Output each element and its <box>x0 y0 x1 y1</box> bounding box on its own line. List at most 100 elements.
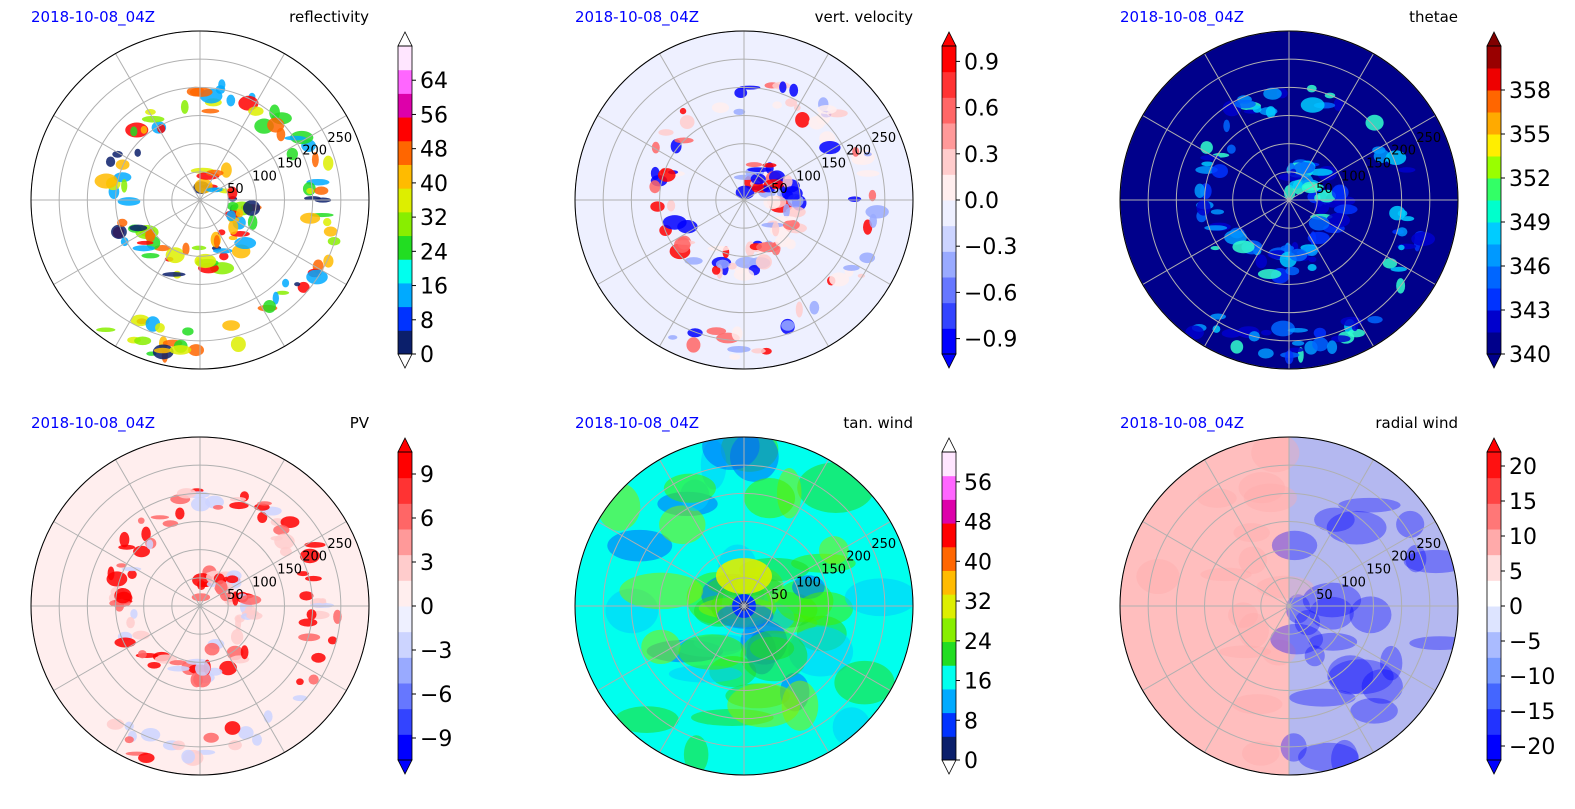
field-blob <box>180 100 189 114</box>
field-blob <box>1307 264 1317 272</box>
colorbar-segment <box>942 736 956 761</box>
field-blob <box>659 505 706 545</box>
field-blob <box>220 162 232 178</box>
colorbar-tick-label: 24 <box>420 240 448 265</box>
field-blob <box>782 174 793 189</box>
field-blob <box>711 102 730 113</box>
field-blob <box>213 234 220 249</box>
field-blob <box>747 167 772 173</box>
colorbar-tick-label: −9 <box>420 727 452 752</box>
field-blob <box>138 752 155 763</box>
colorbar-extend-low <box>1486 759 1502 775</box>
colorbar-tick-label: 8 <box>420 309 434 334</box>
colorbar-tick-label: −15 <box>1509 700 1555 725</box>
colorbar-segment <box>1487 288 1501 311</box>
colorbar-tick-label: −0.6 <box>964 281 1017 306</box>
colorbar-extend-high <box>397 31 413 47</box>
field-blob <box>751 348 766 354</box>
colorbar-segment <box>398 211 412 237</box>
panel-variable-label: thetae <box>1409 8 1458 26</box>
colorbar-tick-label: 0 <box>1509 595 1523 620</box>
field-blob <box>795 112 810 128</box>
grid-spoke <box>53 199 201 285</box>
colorbar-tick-label: 0.0 <box>964 189 999 214</box>
colorbar: 0 8 16 24 32 40 48 56 64 <box>397 31 448 369</box>
colorbar-segment <box>1487 68 1501 91</box>
colorbar-segment <box>398 529 412 556</box>
field-blob <box>299 591 314 601</box>
colorbar-tick-label: 340 <box>1509 343 1551 368</box>
field-blob <box>843 264 860 271</box>
field-blob <box>272 291 279 305</box>
field-blob <box>263 710 273 723</box>
radial-tick-label: 50 <box>771 182 788 197</box>
field-blob <box>1226 144 1236 154</box>
field-blob <box>818 536 849 565</box>
field-blob <box>1298 742 1359 772</box>
field-blob <box>1233 523 1270 543</box>
field-blob <box>1340 316 1363 327</box>
field-blob <box>1300 97 1325 113</box>
field-blob <box>274 533 295 550</box>
colorbar-segment <box>398 708 412 735</box>
colorbar-segment <box>1487 134 1501 157</box>
field-blob <box>229 502 249 510</box>
field-blob <box>1204 225 1228 231</box>
field-blob <box>706 327 727 336</box>
colorbar-segment <box>398 46 412 71</box>
radial-tick-label: 100 <box>1341 575 1366 590</box>
radial-tick-label: 150 <box>1366 562 1391 577</box>
colorbar-extend-high <box>941 437 957 453</box>
colorbar-tick-label: −3 <box>420 639 452 664</box>
field-blob <box>1265 106 1276 118</box>
colorbar-segment <box>1487 200 1501 223</box>
field-blob <box>852 146 860 157</box>
colorbar-tick-label: 3 <box>420 551 434 576</box>
field-blob <box>162 272 186 277</box>
field-blob <box>1278 173 1302 181</box>
panel-date-label: 2018-10-08_04Z <box>575 8 700 26</box>
field-blob <box>1409 636 1458 651</box>
colorbar-segment <box>942 328 956 355</box>
colorbar-tick-label: 10 <box>1509 525 1537 550</box>
field-blob <box>1211 164 1228 179</box>
field-blob <box>240 645 249 660</box>
grid-spoke <box>53 115 201 201</box>
field-blob <box>129 224 148 232</box>
grid-spoke <box>1142 115 1290 201</box>
field-blob <box>252 733 262 746</box>
colorbar-tick-label: 0.6 <box>964 97 999 122</box>
radial-tick-label: 150 <box>821 156 846 171</box>
colorbar-segment <box>1487 606 1501 633</box>
colorbar-segment <box>1487 222 1501 245</box>
colorbar-tick-label: 352 <box>1509 167 1551 192</box>
colorbar-tick-label: 6 <box>420 507 434 532</box>
colorbar-segment <box>398 259 412 284</box>
field-blob <box>306 269 328 285</box>
colorbar-tick-label: 0.3 <box>964 143 999 168</box>
field-blob <box>832 707 871 747</box>
grid-spoke <box>115 459 201 607</box>
field-blob <box>1260 329 1272 336</box>
grid-spoke <box>743 53 829 201</box>
field-blob <box>96 327 116 333</box>
field-blob <box>257 501 272 506</box>
field-blob <box>1218 645 1272 659</box>
field-blob <box>212 504 224 510</box>
field-blob <box>1237 612 1269 649</box>
field-blob <box>232 591 239 606</box>
field-blob <box>1317 189 1336 203</box>
grid-spoke <box>743 199 891 285</box>
field-blob <box>1196 199 1211 216</box>
field-blob <box>1308 216 1330 231</box>
field-blob <box>1308 256 1317 263</box>
colorbar-tick-label: 40 <box>420 172 448 197</box>
field-blob <box>1232 240 1255 254</box>
colorbar-segment <box>398 93 412 118</box>
field-blob <box>310 602 335 608</box>
radial-tick-label: 50 <box>1316 182 1333 197</box>
field-blob <box>819 140 841 155</box>
colorbar-segment <box>942 174 956 201</box>
grid-spoke <box>199 521 347 607</box>
